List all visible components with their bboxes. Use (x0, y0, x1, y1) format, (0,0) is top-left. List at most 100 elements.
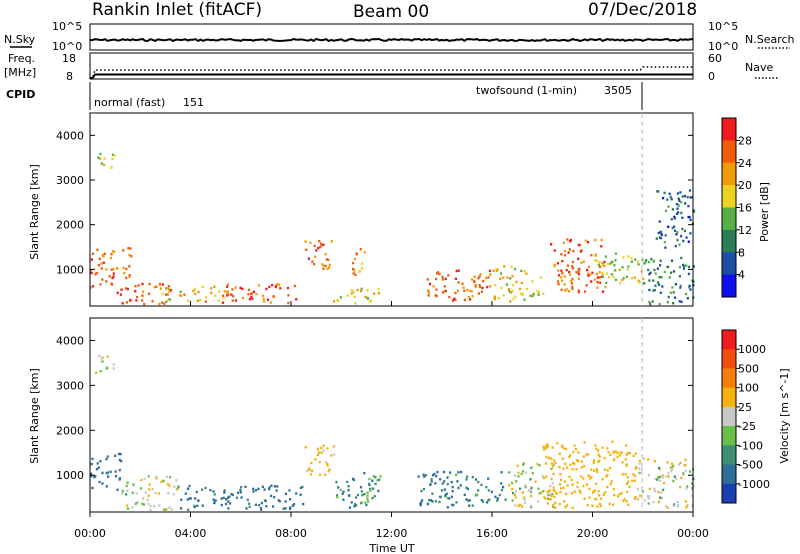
heatmap-cell (492, 269, 495, 272)
heatmap-cell (289, 506, 292, 509)
heatmap-cell (428, 498, 431, 502)
heatmap-cell (121, 492, 124, 495)
heatmap-cell (463, 298, 466, 302)
heatmap-cell (227, 507, 230, 510)
heatmap-cell (517, 471, 520, 474)
heatmap-cell (586, 268, 589, 272)
heatmap-cell (210, 291, 213, 295)
heatmap-cell (367, 500, 370, 503)
heatmap-cell (141, 282, 144, 286)
heatmap-cell (442, 470, 446, 474)
heatmap-cell (336, 496, 339, 499)
heatmap-cell (158, 302, 161, 306)
heatmap-cell (270, 494, 273, 498)
heatmap-cell (322, 264, 325, 267)
heatmap-cell (474, 478, 478, 481)
heatmap-cell (101, 254, 104, 257)
heatmap-cell (429, 483, 432, 486)
heatmap-cell (365, 503, 368, 507)
heatmap-cell (651, 300, 654, 303)
heatmap-cell (241, 296, 245, 300)
heatmap-cell (547, 490, 550, 493)
heatmap-cell (201, 285, 204, 289)
heatmap-cell (477, 480, 480, 484)
heatmap-cell (361, 493, 364, 497)
cpid-mode-1-name: normal (fast) (94, 96, 165, 109)
heatmap-cell (641, 490, 645, 493)
heatmap-cell (446, 506, 449, 509)
heatmap-cell (175, 488, 178, 491)
heatmap-cell (337, 486, 340, 489)
heatmap-cell (326, 447, 329, 450)
heatmap-cell (673, 475, 676, 478)
heatmap-cell (463, 493, 466, 496)
colorbar-tick-label: 25 (738, 401, 752, 414)
heatmap-cell (255, 489, 258, 492)
heatmap-cell (142, 497, 145, 500)
heatmap-cell (557, 274, 561, 277)
heatmap-cell (313, 263, 316, 266)
x-tick-label: 04:00 (175, 527, 207, 540)
heatmap-cell (213, 501, 216, 505)
heatmap-cell (600, 238, 603, 242)
heatmap-cell (665, 504, 668, 508)
heatmap-cell (101, 471, 104, 475)
heatmap-cell (589, 477, 592, 480)
heatmap-cell (170, 508, 173, 511)
heatmap-cell (527, 489, 530, 492)
heatmap-cell (648, 487, 651, 490)
heatmap-cell (102, 261, 105, 264)
heatmap-cell (317, 246, 320, 250)
heatmap-cell (606, 469, 609, 472)
heatmap-cell (160, 480, 163, 484)
heatmap-cell (466, 487, 470, 491)
heatmap-cell (575, 271, 578, 274)
heatmap-cell (311, 469, 314, 472)
heatmap-cell (587, 265, 590, 269)
heatmap-cell (619, 454, 622, 457)
heatmap-cell (607, 262, 610, 266)
date-title: 07/Dec/2018 (588, 0, 697, 20)
heatmap-cell (603, 264, 606, 267)
heatmap-cell (364, 501, 367, 504)
heatmap-cell (372, 475, 375, 478)
heatmap-cell (572, 249, 575, 253)
heatmap-cell (134, 284, 137, 288)
heatmap-cell (286, 286, 290, 290)
heatmap-cell (562, 447, 565, 450)
heatmap-cell (659, 264, 662, 267)
heatmap-cell (539, 276, 542, 279)
heatmap-cell (257, 487, 260, 491)
heatmap-cell (273, 485, 276, 488)
heatmap-cell (643, 499, 646, 502)
heatmap-cell (116, 291, 119, 294)
heatmap-cell (96, 462, 99, 465)
heatmap-cell (257, 284, 261, 287)
heatmap-cell (317, 451, 321, 454)
heatmap-cell (163, 302, 166, 305)
heatmap-cell (274, 285, 277, 289)
heatmap-cell (473, 280, 476, 284)
heatmap-cell (557, 269, 560, 272)
heatmap-cell (589, 273, 592, 276)
heatmap-cell (648, 300, 651, 304)
heatmap-cell (598, 281, 602, 284)
heatmap-cell (342, 490, 345, 493)
heatmap-cell (679, 191, 682, 194)
heatmap-cell (511, 491, 515, 495)
heatmap-cell (235, 496, 238, 499)
heatmap-cell (664, 246, 667, 249)
heatmap-cell (680, 476, 683, 480)
heatmap-cell (598, 276, 601, 279)
heatmap-cell (687, 215, 690, 219)
velocity-panel-frame (89, 317, 694, 513)
heatmap-cell (560, 279, 564, 282)
heatmap-cell (587, 474, 590, 477)
heatmap-cell (254, 503, 258, 506)
heatmap-cell (378, 478, 381, 481)
heatmap-cell (616, 455, 619, 459)
heatmap-cell (308, 467, 311, 470)
heatmap-cell (301, 485, 304, 489)
colorbar-swatch (722, 252, 736, 276)
heatmap-cell (325, 461, 328, 464)
